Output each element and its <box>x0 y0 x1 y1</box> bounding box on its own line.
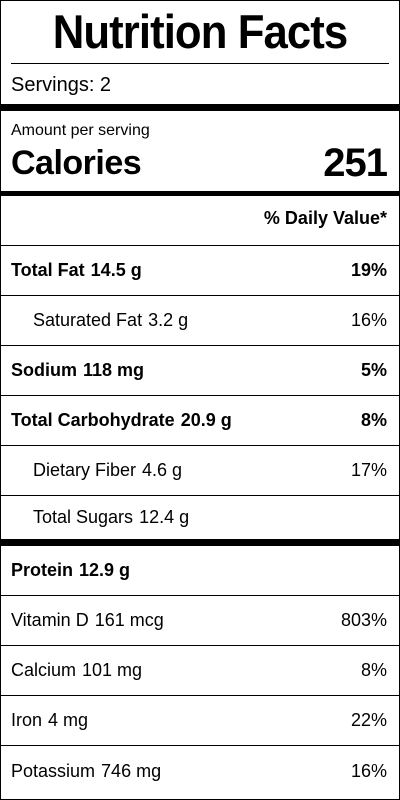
nutrient-daily-value: 19% <box>350 260 387 280</box>
nutrient-left: Vitamin D 161 mcg <box>11 610 164 631</box>
nutrient-amount: 161 mcg <box>94 610 164 630</box>
nutrient-row-total-carbohydrate: Total Carbohydrate 20.9 g 8% <box>1 396 399 446</box>
nutrient-name: Total Carbohydrate <box>11 410 175 430</box>
daily-value-header: % Daily Value* <box>1 196 399 246</box>
nutrient-row-calcium: Calcium 101 mg 8% <box>1 646 399 696</box>
nutrient-daily-value: 17% <box>350 460 387 480</box>
amount-per-serving: Amount per serving <box>11 122 150 139</box>
nutrient-row-protein: Protein 12.9 g <box>1 546 399 596</box>
nutrient-name: Calcium <box>11 660 77 680</box>
nutrient-amount: 12.9 g <box>79 560 131 580</box>
nutrient-left: Dietary Fiber 4.6 g <box>33 460 182 481</box>
nutrient-name: Protein <box>11 560 74 580</box>
nutrient-name: Total Sugars <box>33 507 134 527</box>
calories-label: Calories <box>11 143 142 182</box>
nutrient-left: Iron 4 mg <box>11 710 88 731</box>
nutrient-amount: 101 mg <box>82 660 143 680</box>
calories-row: Calories 251 <box>1 135 399 191</box>
nutrient-left: Protein 12.9 g <box>11 560 130 581</box>
nutrient-row-total-sugars: Total Sugars 12.4 g <box>1 496 399 546</box>
nutrient-left: Calcium 101 mg <box>11 660 142 681</box>
nutrient-daily-value: 16% <box>350 760 387 781</box>
nutrient-left: Sodium 118 mg <box>11 360 144 381</box>
nutrient-amount: 118 mg <box>83 360 145 380</box>
nutrient-row-saturated-fat: Saturated Fat 3.2 g 16% <box>1 296 399 346</box>
nutrient-amount: 4 mg <box>48 710 89 730</box>
nutrient-row-potassium: Potassium 746 mg 16% <box>1 746 399 796</box>
divider <box>11 63 389 64</box>
nutrient-amount: 4.6 g <box>142 460 183 480</box>
nutrient-name: Sodium <box>11 360 77 380</box>
nutrient-name: Vitamin D <box>11 610 89 630</box>
divider-medium <box>1 191 399 196</box>
nutrient-left: Total Fat 14.5 g <box>11 260 142 281</box>
divider-thick <box>1 104 399 111</box>
nutrient-daily-value: 16% <box>350 310 387 330</box>
servings-text: Servings: 2 <box>11 74 112 96</box>
calories-value: 251 <box>323 140 388 185</box>
nutrient-amount: 3.2 g <box>148 310 189 330</box>
nutrient-daily-value: 803% <box>340 610 387 630</box>
nutrient-amount: 14.5 g <box>90 260 142 280</box>
nutrient-daily-value: 8% <box>360 410 387 430</box>
nutrient-daily-value: 8% <box>360 660 387 680</box>
nutrient-left: Total Sugars 12.4 g <box>33 507 189 528</box>
nutrient-daily-value: 5% <box>360 360 387 380</box>
nutrient-amount: 746 mg <box>101 760 162 781</box>
nutrient-left: Potassium 746 mg <box>11 761 161 782</box>
nutrient-row-total-fat: Total Fat 14.5 g 19% <box>1 246 399 296</box>
nutrient-name: Total Fat <box>11 260 85 280</box>
nutrient-row-dietary-fiber: Dietary Fiber 4.6 g 17% <box>1 446 399 496</box>
nutrient-name: Potassium <box>11 760 96 781</box>
nutrient-row-sodium: Sodium 118 mg 5% <box>1 346 399 396</box>
nutrient-daily-value: 22% <box>350 710 387 730</box>
nutrient-row-iron: Iron 4 mg 22% <box>1 696 399 746</box>
nutrient-left: Total Carbohydrate 20.9 g <box>11 410 232 431</box>
nutrient-row-vitamin-d: Vitamin D 161 mcg 803% <box>1 596 399 646</box>
label-title: Nutrition Facts <box>52 5 348 58</box>
nutrient-left: Saturated Fat 3.2 g <box>33 310 188 331</box>
nutrient-amount: 20.9 g <box>180 410 232 430</box>
nutrient-name: Iron <box>11 710 43 730</box>
nutrient-name: Dietary Fiber <box>33 460 137 480</box>
nutrient-name: Saturated Fat <box>33 310 143 330</box>
nutrient-amount: 12.4 g <box>139 507 190 527</box>
